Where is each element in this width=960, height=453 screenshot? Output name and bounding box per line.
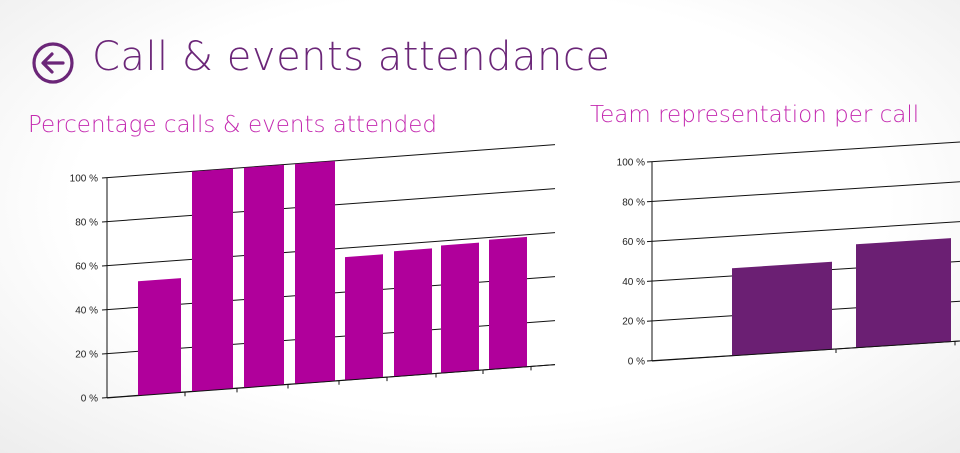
y-tick-label: 20 % xyxy=(622,317,645,328)
x-axis xyxy=(106,364,556,399)
chart-1: 0 % 20 % 40 % 60 % 80 % 100 % xyxy=(70,144,556,405)
y-tick-label: 60 % xyxy=(622,237,645,248)
bar xyxy=(394,248,432,377)
chart-2: 0 % 20 % 40 % 60 % 80 % 100 % xyxy=(617,141,960,368)
attendance-chart-title: Percentage calls & events attended xyxy=(28,112,437,138)
y-tick-label: 40 % xyxy=(622,277,645,288)
bar xyxy=(345,254,383,381)
back-button[interactable] xyxy=(30,40,76,86)
y-tick-label: 40 % xyxy=(75,306,98,317)
y-tick-label: 100 % xyxy=(617,158,645,169)
y-tick-label: 100 % xyxy=(70,174,98,185)
gridline xyxy=(646,221,960,243)
gridline xyxy=(646,181,960,203)
gridline xyxy=(646,141,960,163)
bar xyxy=(489,236,527,370)
y-tick-label: 80 % xyxy=(75,218,98,229)
gridline xyxy=(101,144,556,179)
y-tick-label: 60 % xyxy=(75,262,98,273)
bar xyxy=(138,278,181,396)
bar xyxy=(441,242,479,374)
y-tick-label: 80 % xyxy=(622,197,645,208)
bar xyxy=(732,261,832,356)
y-tick-label: 0 % xyxy=(628,357,645,368)
y-tick-label: 0 % xyxy=(81,394,98,405)
page-title: Call & events attendance xyxy=(92,34,611,80)
team-chart-title: Team representation per call xyxy=(590,102,920,128)
back-arrow-icon xyxy=(32,42,74,84)
bar xyxy=(244,164,284,388)
bar xyxy=(295,161,335,384)
x-axis xyxy=(651,340,960,362)
bar xyxy=(856,238,951,348)
y-tick-label: 20 % xyxy=(75,350,98,361)
bar xyxy=(192,168,233,392)
